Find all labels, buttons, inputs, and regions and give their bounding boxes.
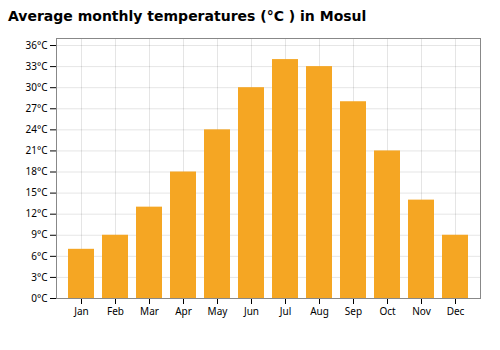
svg-text:Jul: Jul	[279, 304, 292, 318]
svg-text:18°C: 18°C	[25, 164, 48, 178]
svg-text:Apr: Apr	[175, 304, 192, 318]
svg-text:33°C: 33°C	[25, 59, 48, 73]
svg-text:Nov: Nov	[412, 304, 431, 318]
svg-text:27°C: 27°C	[25, 101, 48, 115]
svg-text:21°C: 21°C	[25, 143, 48, 157]
svg-text:Sep: Sep	[345, 304, 362, 318]
svg-text:24°C: 24°C	[25, 122, 48, 136]
svg-text:12°C: 12°C	[25, 206, 48, 220]
svg-text:Aug: Aug	[310, 304, 329, 318]
svg-text:30°C: 30°C	[25, 80, 48, 94]
svg-text:Oct: Oct	[379, 304, 396, 318]
svg-text:36°C: 36°C	[25, 38, 48, 52]
svg-text:Dec: Dec	[447, 304, 465, 318]
svg-text:Jun: Jun	[243, 304, 259, 318]
svg-text:6°C: 6°C	[31, 249, 48, 263]
svg-text:15°C: 15°C	[25, 185, 48, 199]
svg-text:Feb: Feb	[107, 304, 124, 318]
svg-text:Mar: Mar	[140, 304, 159, 318]
svg-text:0°C: 0°C	[31, 291, 48, 305]
svg-text:May: May	[208, 304, 229, 318]
svg-text:Jan: Jan	[73, 304, 89, 318]
html-text:Average monthly temperatures (: Average monthly temperatures (°C ) in Mo…	[8, 8, 367, 24]
svg-text:3°C: 3°C	[31, 270, 48, 284]
svg-text:9°C: 9°C	[31, 227, 48, 241]
